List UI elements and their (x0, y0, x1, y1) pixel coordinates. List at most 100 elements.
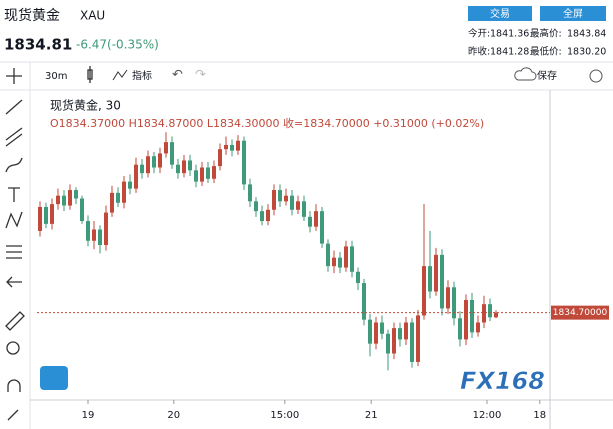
candle-body (116, 192, 120, 203)
price: 1834.81 (4, 36, 72, 54)
x-tick-label: 20 (167, 410, 180, 421)
candle-body (176, 164, 180, 174)
stat-label: 最高价: (530, 28, 562, 40)
candle-body (236, 140, 240, 151)
line-tool[interactable] (5, 99, 23, 115)
brush-tool[interactable] (5, 157, 23, 173)
pattern-tool[interactable] (5, 211, 23, 229)
candle-body (152, 156, 156, 168)
interval-button[interactable]: 30m (45, 71, 67, 82)
candle-body (470, 299, 474, 333)
price-tag-label: 1834.70000 (553, 308, 608, 318)
price-tag (551, 305, 609, 320)
candle-body (368, 319, 372, 344)
candle-body (398, 328, 402, 340)
undo-button[interactable]: ↶ (172, 68, 183, 83)
candle-body (254, 201, 258, 212)
ruler-tool[interactable] (5, 311, 25, 331)
candle-body (206, 167, 210, 179)
candle-body (458, 318, 462, 340)
price-change: -6.47(-0.35%) (76, 38, 159, 52)
candle-body (140, 164, 144, 174)
stat-label: 今开: (468, 28, 490, 40)
fib-tool[interactable] (6, 245, 22, 259)
candle-body (194, 170, 198, 182)
redo-button[interactable]: ↷ (195, 68, 207, 83)
indicator-button[interactable]: 指标 (132, 69, 152, 82)
candle-body (320, 211, 324, 244)
candle-body (38, 206, 42, 231)
candle-body (92, 229, 96, 241)
back-tool[interactable] (6, 276, 22, 288)
candle-body (62, 195, 66, 206)
cloud-icon[interactable] (514, 67, 537, 81)
crosshair-tool[interactable] (6, 68, 22, 84)
channel-tool[interactable] (5, 127, 23, 147)
magnet-tool[interactable] (7, 379, 21, 392)
candle-body (440, 254, 444, 309)
x-tick-label: 18 (533, 410, 546, 421)
candle-body (50, 204, 54, 224)
fullscreen-button-label[interactable]: 全屏 (563, 7, 583, 20)
candle-body (494, 312, 498, 318)
candle-body (242, 140, 246, 185)
text-tool[interactable] (8, 187, 20, 202)
candle-body (386, 333, 390, 354)
candle-body (158, 153, 162, 168)
candle-body (110, 192, 114, 213)
candle-body (44, 206, 48, 224)
save-button[interactable]: 保存 (537, 69, 557, 82)
zoom-tool[interactable] (6, 341, 20, 355)
trade-button-label[interactable]: 交易 (490, 7, 510, 20)
candle-body (332, 257, 336, 267)
indicator-icon[interactable] (112, 69, 128, 81)
chart-title: 现货黄金, 30 (50, 98, 121, 113)
candle-body (428, 266, 432, 292)
candle-body (446, 287, 450, 309)
stat-value: 1843.84 (567, 29, 606, 40)
candle-body (278, 190, 282, 202)
candle-body (344, 246, 348, 268)
candle-body (488, 304, 492, 318)
candle-body (248, 184, 252, 202)
candle-body (224, 144, 228, 150)
candle-body (164, 142, 168, 154)
candle-body (392, 328, 396, 354)
candle-body (356, 271, 360, 284)
candle-body (200, 167, 204, 182)
instrument-name: 现货黄金 (4, 7, 60, 24)
pencil-tool[interactable] (7, 409, 19, 421)
candle-body (302, 201, 306, 217)
x-tick-label: 12:00 (473, 410, 502, 421)
stat-value: 1841.28 (490, 47, 529, 58)
candle-icon[interactable] (87, 66, 93, 83)
candle-body (482, 304, 486, 323)
stat-value: 1830.20 (567, 47, 606, 58)
candle-body (284, 195, 288, 202)
candle-body (230, 144, 234, 151)
candle-body (308, 216, 312, 227)
ohlc-legend: O1834.37000 H1834.87000 L1834.30000 收=18… (50, 116, 484, 130)
candle-body (464, 299, 468, 340)
trade-button[interactable] (468, 6, 532, 21)
candle-body (296, 201, 300, 210)
candle-body (290, 195, 294, 210)
candle-body (74, 190, 78, 199)
candle-body (188, 160, 192, 171)
settings-icon[interactable] (589, 69, 603, 83)
instrument-symbol: XAU (80, 9, 105, 23)
x-tick-label: 21 (365, 410, 378, 421)
candle-body (104, 212, 108, 245)
candle-body (260, 211, 264, 222)
candle-body (122, 181, 126, 203)
fullscreen-button[interactable] (540, 6, 606, 21)
candle-body (218, 149, 222, 167)
x-tick-label: 19 (82, 410, 95, 421)
candle-body (374, 322, 378, 344)
candle-body (422, 266, 426, 316)
candle-body (350, 246, 354, 272)
candle-body (128, 181, 132, 189)
candle-body (362, 283, 366, 320)
candle-body (314, 211, 318, 227)
x-tick-label: 15:00 (270, 410, 299, 421)
